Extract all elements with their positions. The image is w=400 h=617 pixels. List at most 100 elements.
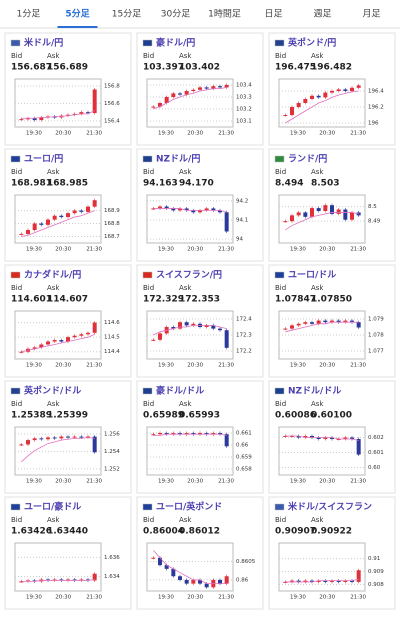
panel-title[interactable]: 米ドル/円: [23, 37, 63, 49]
candle: [92, 200, 97, 207]
panel-title[interactable]: NZドル/円: [156, 154, 200, 165]
x-tick-label: 19:30: [158, 247, 174, 253]
bid-value: 114.601: [11, 295, 52, 305]
x-tick-label: 20:30: [319, 363, 335, 369]
candle: [336, 580, 341, 582]
y-tick-label: 0.8605: [236, 559, 256, 565]
panel-title[interactable]: 英ポンド/円: [287, 37, 336, 49]
ask-label: Ask: [47, 400, 60, 408]
bid-label: Bid: [275, 400, 286, 408]
candle: [323, 580, 328, 582]
y-tick-label: 0.908: [368, 582, 384, 588]
panel-title[interactable]: 豪ドル/円: [156, 37, 195, 49]
panel-title[interactable]: 豪ドル/ドル: [156, 385, 204, 397]
panel-title[interactable]: ユーロ/英ポンド: [156, 501, 222, 513]
candle: [72, 579, 77, 581]
panel-title[interactable]: ユーロ/円: [24, 154, 63, 165]
candle: [283, 115, 288, 116]
candle: [191, 89, 196, 91]
x-tick-label: 21:30: [350, 479, 366, 485]
bid-label: Bid: [275, 52, 286, 60]
panel-title[interactable]: 米ドル/スイスフラン: [287, 501, 372, 513]
candle: [52, 215, 57, 220]
y-tick-label: 114.6: [104, 320, 120, 326]
flag: [142, 155, 153, 163]
candle: [290, 580, 294, 582]
x-tick-label: 19:30: [26, 131, 42, 137]
y-tick-label: 1.256: [104, 431, 120, 437]
x-tick-label: 19:30: [158, 595, 174, 601]
candle: [350, 437, 354, 439]
panel-title[interactable]: ランド/円: [288, 154, 327, 165]
bid-value: 0.86004: [143, 527, 184, 537]
candle: [86, 112, 90, 114]
candle: [184, 433, 189, 435]
candle: [350, 212, 354, 220]
candle: [330, 580, 334, 582]
candle: [158, 206, 162, 209]
ask-label: Ask: [179, 168, 192, 176]
tab-underline: [57, 26, 98, 28]
tab[interactable]: 5分足: [65, 8, 90, 20]
candle: [350, 580, 354, 582]
y-tick-label: 172.3: [236, 333, 252, 339]
candle: [350, 320, 354, 323]
candle: [303, 212, 308, 217]
tab[interactable]: 15分足: [112, 9, 141, 20]
candle: [59, 436, 64, 439]
panel-title[interactable]: カナダドル/円: [24, 269, 81, 281]
ask-label: Ask: [47, 516, 60, 524]
x-tick-label: 21:30: [86, 595, 102, 601]
x-tick-label: 20:30: [55, 131, 71, 137]
candle: [330, 91, 334, 93]
tab[interactable]: 日足: [264, 9, 282, 20]
candle: [211, 208, 216, 211]
candle: [191, 323, 196, 326]
candle: [184, 579, 189, 584]
tab[interactable]: 30分足: [161, 9, 190, 20]
y-tick-label: 172.4: [236, 317, 252, 323]
y-tick-label: 8.49: [368, 219, 381, 225]
tab[interactable]: 1時間足: [208, 9, 241, 20]
ask-value: 172.353: [179, 295, 220, 305]
tab[interactable]: 週足: [313, 9, 331, 20]
candle: [92, 89, 97, 114]
ask-value: 1.63440: [47, 527, 88, 537]
candle: [316, 208, 321, 211]
x-tick-label: 20:30: [55, 479, 71, 485]
flag: [142, 503, 153, 511]
x-tick-label: 21:30: [350, 247, 366, 253]
panel-title[interactable]: NZドル/ドル: [288, 386, 341, 397]
candle: [316, 95, 321, 98]
candle: [198, 433, 202, 435]
y-tick-label: 172.2: [236, 349, 252, 355]
y-tick-label: 168.7: [104, 234, 120, 240]
ask-value: 8.503: [311, 179, 339, 189]
ask-label: Ask: [311, 52, 324, 60]
ask-value: 103.402: [179, 63, 220, 73]
tab[interactable]: 1分足: [17, 9, 41, 20]
candle: [26, 580, 30, 582]
moving-average: [285, 212, 359, 231]
candle: [32, 438, 37, 441]
panel-title[interactable]: ユーロ/ドル: [288, 270, 336, 281]
panel-title[interactable]: ユーロ/豪ドル: [24, 501, 81, 513]
x-tick-label: 21:30: [218, 595, 234, 601]
bid-value: 103.397: [143, 63, 184, 73]
y-tick-label: 1.252: [104, 466, 120, 472]
candle: [19, 581, 24, 583]
flag: [274, 39, 285, 47]
candle: [310, 322, 314, 324]
candle: [356, 439, 361, 455]
candle: [32, 223, 37, 231]
candle: [191, 433, 196, 435]
candle: [52, 340, 57, 342]
ask-value: 156.689: [47, 63, 88, 73]
candle: [59, 340, 64, 342]
panel-title[interactable]: 英ポンド/ドル: [23, 385, 81, 397]
panel-title[interactable]: スイスフラン/円: [156, 270, 222, 281]
tab[interactable]: 月足: [362, 9, 380, 20]
candle: [310, 436, 314, 438]
candle: [323, 92, 328, 98]
